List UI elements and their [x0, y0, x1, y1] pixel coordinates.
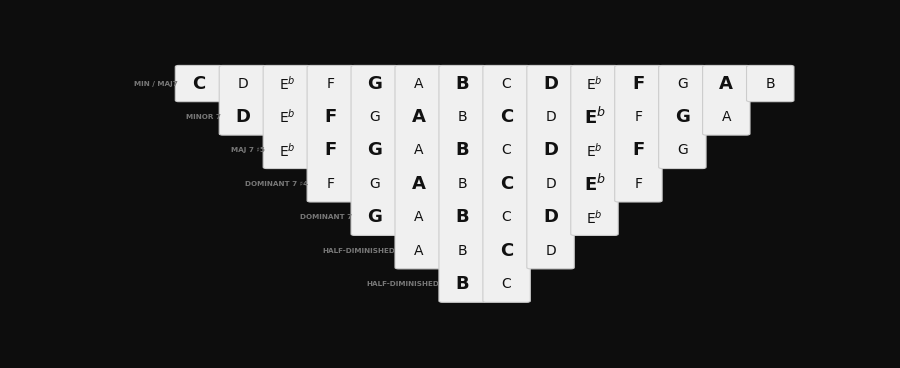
- Text: C: C: [501, 277, 511, 291]
- Text: HALF-DIMINISHED: HALF-DIMINISHED: [366, 281, 439, 287]
- Text: B: B: [455, 75, 470, 92]
- Text: C: C: [500, 108, 513, 126]
- Text: E$^b$: E$^b$: [583, 106, 606, 128]
- FancyBboxPatch shape: [659, 66, 706, 169]
- Text: F: F: [633, 141, 644, 159]
- Text: G: G: [675, 108, 689, 126]
- Text: MAJ 7 ♯5: MAJ 7 ♯5: [230, 147, 265, 153]
- FancyBboxPatch shape: [351, 66, 399, 236]
- Text: G: G: [677, 77, 688, 91]
- FancyBboxPatch shape: [263, 66, 310, 169]
- FancyBboxPatch shape: [220, 66, 266, 135]
- Text: D: D: [545, 244, 556, 258]
- Text: D: D: [238, 77, 248, 91]
- Text: D: D: [543, 75, 558, 92]
- Text: B: B: [455, 275, 470, 293]
- Text: C: C: [193, 75, 205, 92]
- FancyBboxPatch shape: [526, 66, 574, 269]
- Text: F: F: [325, 141, 337, 159]
- Text: F: F: [634, 110, 643, 124]
- Text: G: G: [369, 177, 380, 191]
- Text: D: D: [545, 110, 556, 124]
- Text: MINOR 7: MINOR 7: [185, 114, 220, 120]
- Text: D: D: [543, 208, 558, 226]
- Text: F: F: [325, 108, 337, 126]
- Text: F: F: [634, 177, 643, 191]
- Text: C: C: [501, 144, 511, 158]
- Text: A: A: [414, 210, 424, 224]
- Text: D: D: [543, 141, 558, 159]
- Text: B: B: [455, 141, 470, 159]
- Text: D: D: [236, 108, 250, 126]
- Text: G: G: [367, 208, 382, 226]
- FancyBboxPatch shape: [746, 66, 794, 102]
- FancyBboxPatch shape: [615, 66, 662, 202]
- Text: E$^b$: E$^b$: [586, 75, 603, 92]
- Text: DOMINANT 7: DOMINANT 7: [300, 214, 352, 220]
- Text: E$^b$: E$^b$: [586, 141, 603, 159]
- Text: C: C: [501, 210, 511, 224]
- Text: G: G: [367, 141, 382, 159]
- Text: B: B: [458, 110, 467, 124]
- Text: A: A: [414, 144, 424, 158]
- Text: E$^b$: E$^b$: [279, 75, 295, 92]
- Text: E$^b$: E$^b$: [279, 108, 295, 126]
- Text: B: B: [458, 244, 467, 258]
- Text: F: F: [633, 75, 644, 92]
- FancyBboxPatch shape: [395, 66, 443, 269]
- Text: A: A: [414, 244, 424, 258]
- Text: F: F: [327, 77, 335, 91]
- Text: C: C: [500, 175, 513, 193]
- FancyBboxPatch shape: [176, 66, 222, 102]
- Text: E$^b$: E$^b$: [583, 173, 606, 194]
- Text: DOMINANT 7 ♯4: DOMINANT 7 ♯4: [245, 181, 308, 187]
- Text: A: A: [412, 175, 426, 193]
- FancyBboxPatch shape: [571, 66, 618, 236]
- Text: A: A: [719, 75, 733, 92]
- Text: A: A: [412, 108, 426, 126]
- Text: G: G: [367, 75, 382, 92]
- FancyBboxPatch shape: [439, 66, 486, 302]
- Text: E$^b$: E$^b$: [586, 208, 603, 226]
- Text: HALF-DIMINISHED: HALF-DIMINISHED: [322, 248, 395, 254]
- Text: G: G: [677, 144, 688, 158]
- Text: D: D: [545, 177, 556, 191]
- Text: C: C: [501, 77, 511, 91]
- Text: G: G: [369, 110, 380, 124]
- Text: B: B: [455, 208, 470, 226]
- Text: B: B: [765, 77, 775, 91]
- Text: F: F: [327, 177, 335, 191]
- FancyBboxPatch shape: [307, 66, 355, 202]
- FancyBboxPatch shape: [703, 66, 750, 135]
- Text: E$^b$: E$^b$: [279, 141, 295, 159]
- Text: A: A: [722, 110, 731, 124]
- Text: A: A: [414, 77, 424, 91]
- Text: C: C: [500, 242, 513, 260]
- Text: MIN / MAJ7: MIN / MAJ7: [133, 81, 177, 86]
- Text: B: B: [458, 177, 467, 191]
- FancyBboxPatch shape: [483, 66, 530, 302]
